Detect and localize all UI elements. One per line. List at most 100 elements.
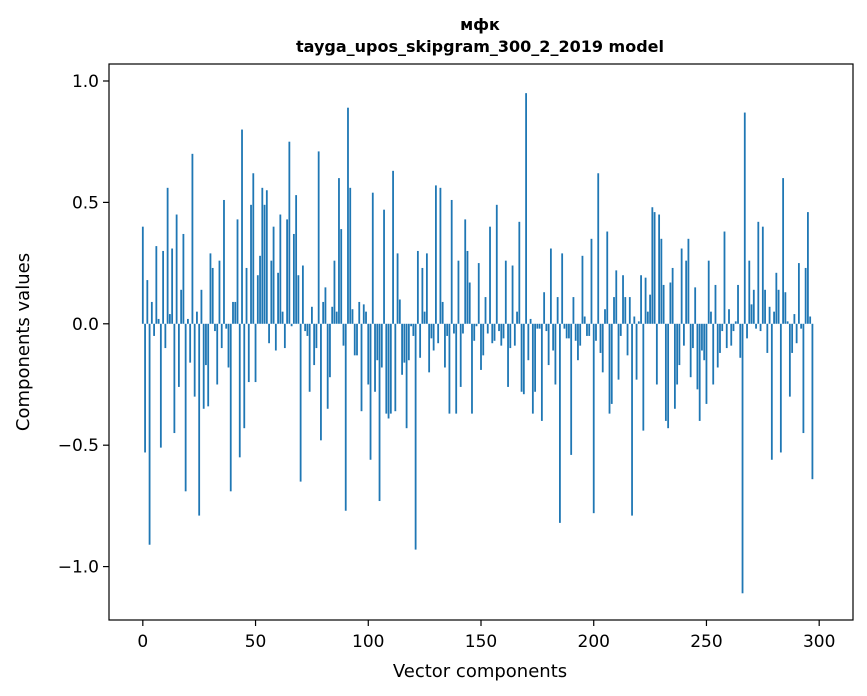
bar-196 [583,316,586,324]
bar-244 [692,323,694,349]
y-tick-label-0: −1.0 [58,558,99,578]
bar-182 [552,323,555,351]
bar-210 [615,270,618,324]
bar-197 [586,323,588,336]
bar-206 [606,231,609,324]
bar-288 [791,323,794,353]
bar-75 [311,306,313,324]
bar-259 [725,323,728,349]
bar-25 [198,323,201,516]
bar-27 [202,323,205,409]
bar-256 [719,323,721,353]
bar-90 [344,323,347,511]
bar-0 [141,226,144,324]
bar-7 [157,318,160,324]
bar-50 [254,323,257,383]
bar-31 [211,267,214,324]
bar-104 [376,323,379,361]
bar-149 [477,263,480,324]
bar-208 [610,323,613,404]
bar-281 [775,272,778,324]
bar-212 [619,323,622,336]
bar-15 [175,214,178,324]
bar-168 [520,323,523,392]
bar-249 [703,323,706,361]
bar-113 [396,253,399,324]
bar-183 [554,323,557,385]
bar-5 [153,323,155,336]
bar-161 [504,260,507,324]
bar-236 [673,323,676,409]
bar-268 [746,323,748,339]
bar-77 [315,323,318,349]
bar-65 [288,141,291,324]
bar-62 [281,311,284,324]
bar-247 [698,323,701,421]
bar-36 [223,199,225,324]
bar-30 [209,253,212,324]
bar-252 [710,311,712,324]
bar-166 [516,311,518,324]
bar-54 [263,204,266,324]
bar-165 [513,323,516,346]
bar-139 [455,323,458,414]
bar-37 [225,323,228,329]
bar-262 [732,323,735,332]
x-tick-label-200: 200 [578,632,610,652]
bar-93 [351,309,354,324]
bar-108 [385,323,388,414]
bar-253 [712,323,715,385]
bar-133 [441,301,444,324]
bar-186 [561,253,564,324]
bar-42 [236,219,239,324]
bar-61 [279,214,282,324]
bar-58 [272,226,275,324]
bar-251 [707,260,710,324]
bar-190 [570,323,573,455]
bar-152 [484,297,487,324]
bar-100 [367,323,370,385]
bar-287 [788,323,791,397]
bar-51 [256,275,259,324]
bar-261 [730,323,733,346]
bar-217 [631,323,633,516]
bar-171 [527,323,530,361]
bar-202 [597,173,600,324]
bar-151 [482,323,485,356]
bar-187 [563,323,566,329]
bar-200 [592,323,595,514]
bar-127 [428,323,431,373]
bar-280 [773,311,775,324]
bar-150 [480,323,482,370]
bar-28 [205,323,207,366]
bar-207 [608,323,611,414]
bar-74 [308,323,311,392]
bar-134 [444,323,446,368]
bar-181 [549,248,552,324]
bar-1 [144,323,146,453]
y-tick-label-2: 0.0 [72,315,99,335]
chart-title-line2: tayga_upos_skipgram_300_2_2019 model [296,37,664,56]
bar-120 [412,323,415,336]
bar-140 [457,260,460,324]
y-axis-ticks: −1.0 −0.5 0.0 0.5 1.0 [58,72,109,578]
bar-195 [581,255,584,324]
bar-128 [430,323,433,339]
bar-107 [383,209,385,324]
bar-235 [671,267,674,324]
bar-224 [646,311,649,324]
bar-293 [802,323,805,434]
bar-145 [468,282,471,324]
bar-121 [414,323,417,550]
bar-78 [317,151,320,324]
x-tick-label-100: 100 [352,632,384,652]
bar-23 [193,323,196,397]
bar-17 [180,289,183,324]
bar-246 [696,323,699,390]
bar-222 [642,323,645,431]
bar-203 [599,323,602,353]
bar-275 [761,226,764,324]
bar-201 [595,323,597,341]
bar-227 [653,212,656,324]
